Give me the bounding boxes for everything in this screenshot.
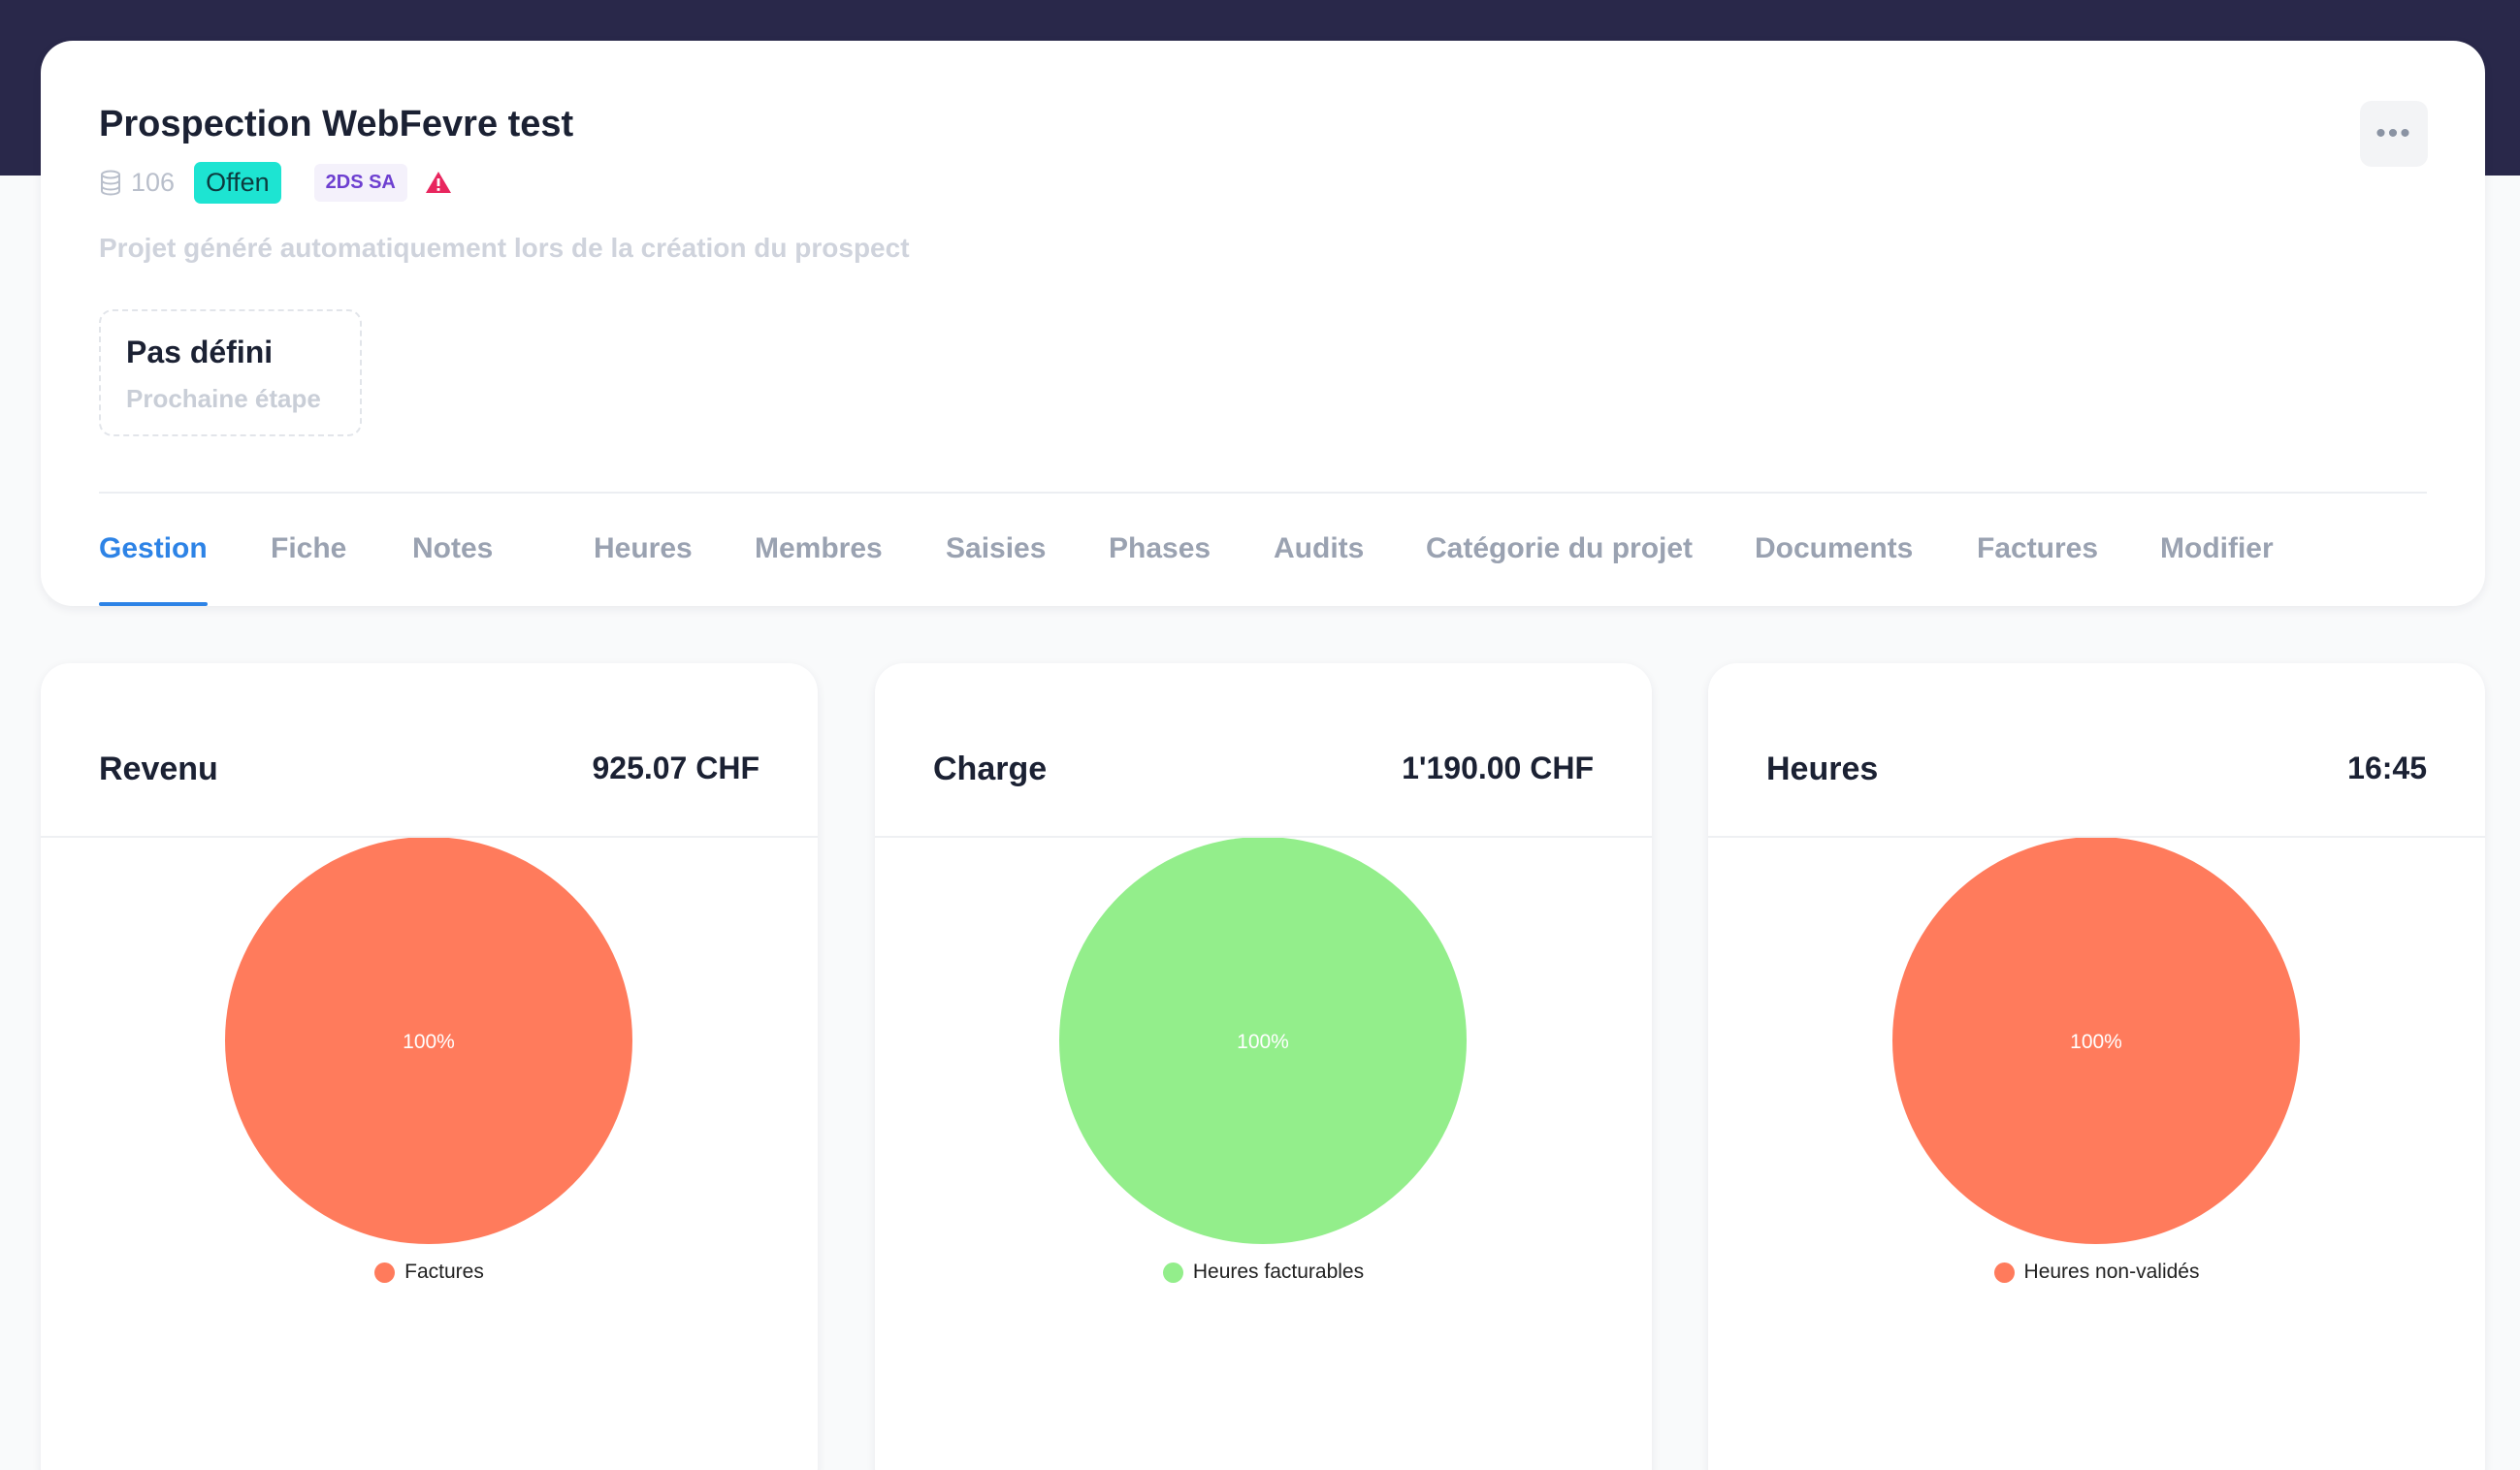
pie-slice[interactable] [1059, 838, 1467, 1244]
warning-icon[interactable] [425, 170, 452, 195]
pie-slice-label: 100% [403, 1031, 455, 1053]
revenue-title: Revenu [99, 751, 218, 787]
pie-slice[interactable] [1892, 838, 2300, 1244]
charge-card-header: Charge 1'190.00 CHF [875, 663, 1652, 838]
legend-swatch [1162, 1262, 1183, 1283]
tab-phases[interactable]: Phases [1109, 532, 1212, 564]
pie-slice[interactable] [225, 838, 632, 1244]
page-title: Prospection WebFevre test [99, 104, 574, 144]
hours-pie-svg: 100% [1892, 838, 2300, 1244]
status-badge: Offen [194, 161, 281, 204]
hours-value: 16:45 [2347, 751, 2427, 785]
tab-fiche[interactable]: Fiche [271, 532, 347, 564]
charge-value: 1'190.00 CHF [1402, 751, 1594, 785]
charge-title: Charge [933, 751, 1048, 787]
tab-factures[interactable]: Factures [1977, 532, 2099, 564]
legend-label[interactable]: Heures facturables [1192, 1261, 1365, 1283]
legend-label[interactable]: Factures [404, 1261, 484, 1283]
project-description: Projet généré automatiquement lors de la… [99, 233, 910, 263]
tab-documents[interactable]: Documents [1755, 532, 1914, 564]
legend-label[interactable]: Heures non-validés [2023, 1261, 2200, 1283]
hours-title: Heures [1766, 751, 1879, 787]
pie-slice-label: 100% [2070, 1031, 2122, 1053]
tab-audits[interactable]: Audits [1274, 532, 1365, 564]
hours-pie-chart: 100% Heures non-validés [1708, 838, 2485, 1470]
hours-card: Heures 16:45 100% Heures non-validés [1708, 663, 2485, 1470]
hours-legend: Heures non-validés [1708, 1261, 2485, 1284]
charge-card: Charge 1'190.00 CHF 100% Heures facturab… [875, 663, 1652, 1470]
next-step-card[interactable]: Pas défini Prochaine étape [99, 309, 362, 436]
project-meta-row: 106 Offen 2DS SA [99, 161, 452, 204]
revenue-pie-svg: 100% [225, 838, 632, 1244]
pie-slice-label: 100% [1237, 1031, 1289, 1053]
revenue-card-header: Revenu 925.07 CHF [41, 663, 818, 838]
next-step-title: Pas défini [126, 335, 274, 369]
divider [99, 492, 2427, 494]
charge-pie-svg: 100% [1059, 838, 1467, 1244]
revenue-value: 925.07 CHF [592, 751, 759, 785]
more-horizontal-icon: ••• [2375, 117, 2412, 149]
revenue-card: Revenu 925.07 CHF 100% Factures [41, 663, 818, 1470]
tab-categorie-du-projet[interactable]: Catégorie du projet [1426, 532, 1694, 564]
legend-swatch [1993, 1262, 2015, 1283]
tab-membres[interactable]: Membres [755, 532, 883, 564]
tab-heures[interactable]: Heures [594, 532, 693, 564]
project-header-card: Prospection WebFevre test 106 Offen 2DS … [41, 41, 2485, 606]
more-options-button[interactable]: ••• [2360, 101, 2428, 167]
charge-pie-chart: 100% Heures facturables [875, 838, 1652, 1470]
tab-notes[interactable]: Notes [412, 532, 494, 564]
project-id: 106 [131, 167, 176, 197]
next-step-subtitle: Prochaine étape [126, 384, 321, 413]
revenue-pie-chart: 100% Factures [41, 838, 818, 1470]
legend-swatch [374, 1262, 396, 1283]
charge-legend: Heures facturables [875, 1261, 1652, 1284]
tab-saisies[interactable]: Saisies [946, 532, 1047, 564]
tab-modifier[interactable]: Modifier [2160, 532, 2274, 564]
database-icon [101, 170, 120, 196]
revenue-legend: Factures [41, 1261, 818, 1284]
tab-gestion[interactable]: Gestion [99, 532, 208, 606]
hours-card-header: Heures 16:45 [1708, 663, 2485, 838]
company-badge[interactable]: 2DS SA [313, 163, 407, 202]
